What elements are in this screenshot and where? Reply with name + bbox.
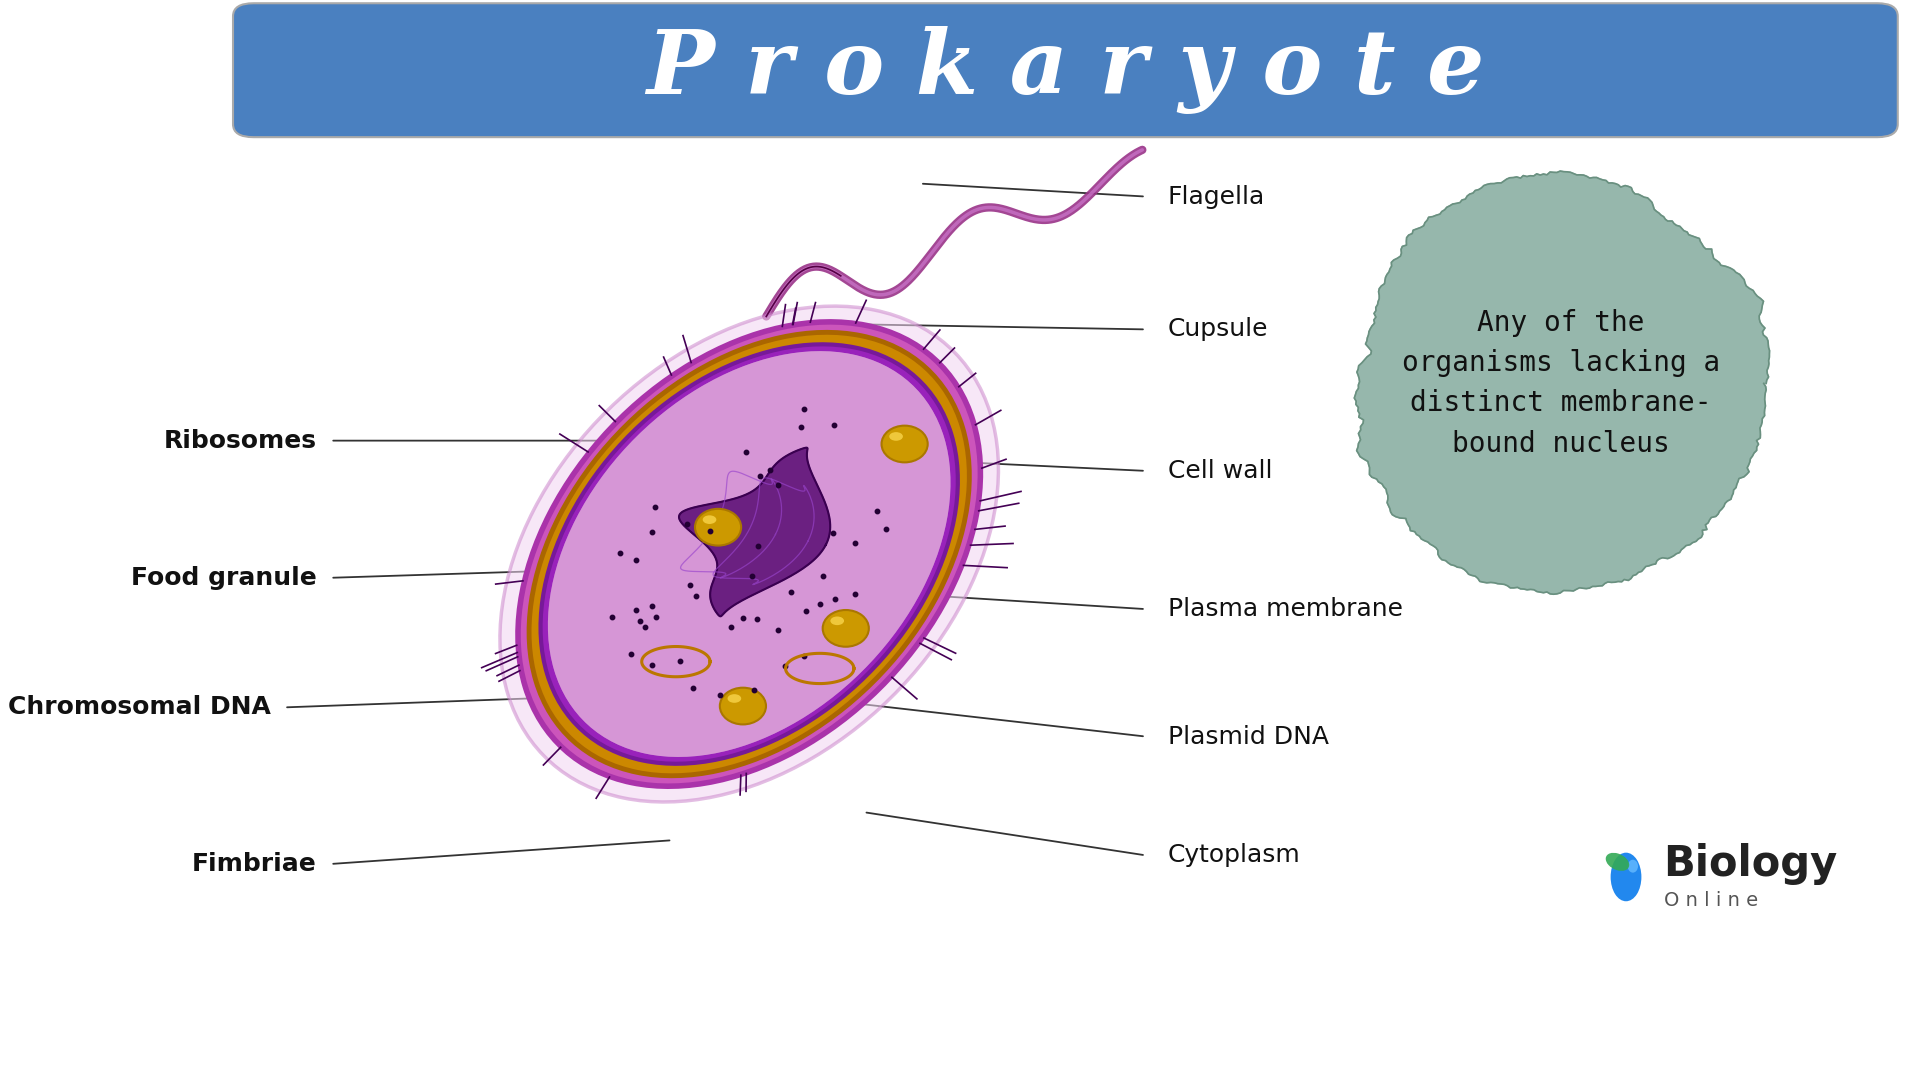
- Text: Fimbriae: Fimbriae: [192, 852, 317, 876]
- Ellipse shape: [881, 426, 927, 462]
- Text: Any of the
organisms lacking a
distinct membrane-
bound nucleus: Any of the organisms lacking a distinct …: [1402, 309, 1720, 458]
- Ellipse shape: [499, 306, 998, 802]
- Ellipse shape: [547, 351, 950, 757]
- Text: Flagella: Flagella: [1167, 185, 1265, 208]
- Text: Plasma membrane: Plasma membrane: [1167, 597, 1404, 621]
- Polygon shape: [1354, 171, 1770, 594]
- Text: Ribosomes: Ribosomes: [163, 429, 317, 453]
- Text: Cell wall: Cell wall: [1167, 459, 1273, 483]
- Ellipse shape: [541, 345, 958, 764]
- Ellipse shape: [518, 322, 981, 786]
- Text: P r o k a r y o t e: P r o k a r y o t e: [647, 26, 1484, 114]
- Ellipse shape: [695, 509, 741, 545]
- Text: Food granule: Food granule: [131, 566, 317, 590]
- Ellipse shape: [822, 610, 870, 647]
- Ellipse shape: [530, 333, 970, 775]
- Ellipse shape: [547, 351, 950, 757]
- Ellipse shape: [1611, 853, 1642, 901]
- Text: Cupsule: Cupsule: [1167, 318, 1269, 341]
- Ellipse shape: [1628, 860, 1638, 873]
- Ellipse shape: [728, 694, 741, 703]
- Polygon shape: [680, 448, 829, 617]
- Ellipse shape: [720, 688, 766, 725]
- Ellipse shape: [829, 617, 845, 625]
- Text: Chromosomal DNA: Chromosomal DNA: [8, 696, 271, 719]
- FancyBboxPatch shape: [232, 3, 1897, 137]
- Text: Biology: Biology: [1663, 843, 1837, 885]
- Ellipse shape: [703, 515, 716, 524]
- Text: O n l i n e: O n l i n e: [1663, 891, 1757, 910]
- Ellipse shape: [889, 432, 902, 441]
- Ellipse shape: [1605, 853, 1630, 870]
- Text: Plasmid DNA: Plasmid DNA: [1167, 725, 1329, 748]
- Text: Cytoplasm: Cytoplasm: [1167, 843, 1300, 867]
